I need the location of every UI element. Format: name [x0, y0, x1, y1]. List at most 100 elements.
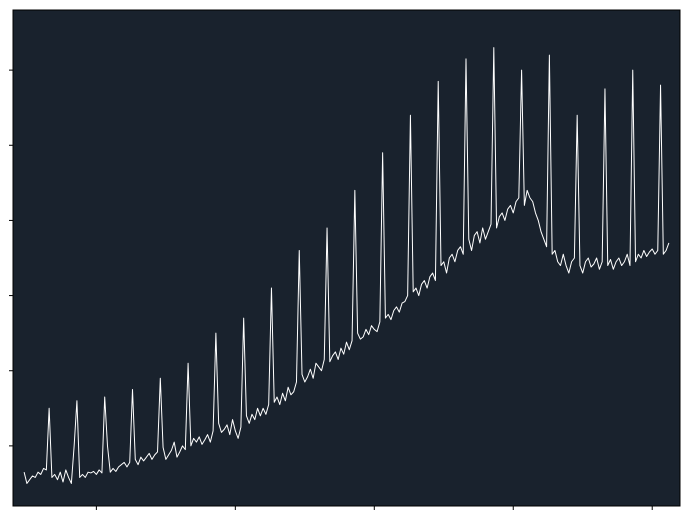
- data-point: [454, 261, 455, 262]
- data-point: [343, 354, 344, 355]
- data-point: [613, 269, 614, 270]
- data-point: [388, 314, 389, 315]
- data-point: [288, 387, 289, 388]
- data-point: [560, 265, 561, 266]
- data-point: [107, 445, 108, 446]
- data-point: [479, 242, 480, 243]
- data-point: [310, 369, 311, 370]
- data-point: [340, 348, 341, 349]
- data-point: [615, 261, 616, 262]
- data-point: [602, 261, 603, 262]
- data-point: [254, 419, 255, 420]
- data-point: [154, 454, 155, 455]
- data-point: [577, 115, 578, 116]
- data-point: [265, 414, 266, 415]
- data-point: [318, 366, 319, 367]
- data-point: [71, 483, 72, 484]
- data-point: [160, 378, 161, 379]
- data-point: [171, 450, 172, 451]
- data-point: [363, 336, 364, 337]
- data-point: [385, 318, 386, 319]
- data-point: [507, 209, 508, 210]
- data-point: [427, 287, 428, 288]
- data-point: [101, 472, 102, 473]
- data-point: [243, 318, 244, 319]
- data-point: [199, 436, 200, 437]
- data-point: [518, 197, 519, 198]
- data-point: [215, 333, 216, 334]
- data-point: [43, 468, 44, 469]
- data-point: [57, 479, 58, 480]
- data-point: [179, 451, 180, 452]
- data-point: [404, 301, 405, 302]
- data-point: [29, 479, 30, 480]
- data-point: [132, 389, 133, 390]
- data-point: [632, 70, 633, 71]
- data-point: [296, 381, 297, 382]
- data-point: [596, 257, 597, 258]
- data-point: [604, 88, 605, 89]
- data-point: [263, 408, 264, 409]
- data-point: [76, 400, 77, 401]
- data-point: [257, 408, 258, 409]
- data-point: [582, 272, 583, 273]
- data-point: [643, 250, 644, 251]
- data-point: [196, 442, 197, 443]
- data-point: [668, 242, 669, 243]
- data-point: [157, 451, 158, 452]
- data-point: [324, 359, 325, 360]
- data-point: [360, 339, 361, 340]
- data-point: [118, 466, 119, 467]
- data-point: [524, 205, 525, 206]
- data-point: [379, 321, 380, 322]
- data-point: [238, 438, 239, 439]
- data-point: [640, 257, 641, 258]
- data-point: [176, 457, 177, 458]
- data-point: [115, 471, 116, 472]
- data-point: [201, 444, 202, 445]
- data-point: [482, 227, 483, 228]
- data-point: [357, 333, 358, 334]
- data-point: [435, 280, 436, 281]
- data-point: [149, 453, 150, 454]
- data-point: [624, 261, 625, 262]
- data-point: [193, 438, 194, 439]
- data-point: [638, 254, 639, 255]
- data-point: [374, 329, 375, 330]
- data-point: [529, 197, 530, 198]
- data-point: [146, 457, 147, 458]
- data-point: [49, 408, 50, 409]
- data-point: [187, 363, 188, 364]
- data-point: [660, 85, 661, 86]
- data-point: [424, 280, 425, 281]
- data-point: [35, 477, 36, 478]
- data-point: [129, 462, 130, 463]
- data-point: [401, 302, 402, 303]
- data-point: [62, 481, 63, 482]
- data-point: [226, 424, 227, 425]
- data-point: [565, 265, 566, 266]
- data-point: [515, 201, 516, 202]
- data-point: [246, 415, 247, 416]
- data-point: [74, 445, 75, 446]
- data-point: [99, 469, 100, 470]
- data-point: [429, 276, 430, 277]
- data-point: [365, 329, 366, 330]
- data-point: [165, 459, 166, 460]
- data-point: [213, 430, 214, 431]
- data-point: [304, 381, 305, 382]
- data-point: [271, 287, 272, 288]
- data-point: [232, 419, 233, 420]
- data-point: [82, 474, 83, 475]
- data-point: [329, 361, 330, 362]
- data-point: [326, 227, 327, 228]
- data-point: [474, 235, 475, 236]
- data-point: [557, 261, 558, 262]
- data-point: [490, 224, 491, 225]
- data-point: [443, 261, 444, 262]
- data-point: [554, 250, 555, 251]
- data-point: [599, 269, 600, 270]
- data-point: [393, 310, 394, 311]
- data-point: [502, 212, 503, 213]
